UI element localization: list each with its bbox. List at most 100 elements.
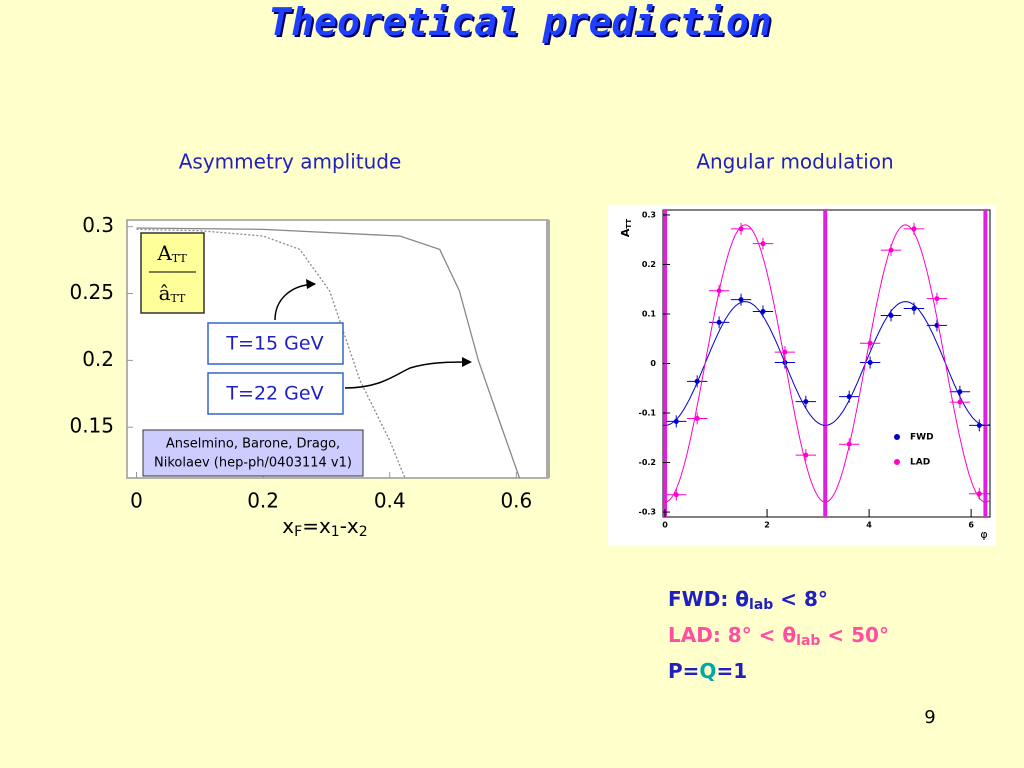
annotation-box [207, 372, 344, 415]
point [716, 319, 722, 325]
note-part: < 50° [820, 623, 889, 647]
angular-chart: 0.3 0.2 0.1 0 -0.1 -0.2 -0.3 0 2 4 6 ATT φ FWD LAD [608, 205, 996, 546]
y-tick-label: 0.1 [642, 309, 657, 318]
panel [608, 205, 996, 546]
y-tick-label: -0.1 [639, 409, 657, 418]
y-axis-label: ATT [619, 219, 633, 237]
y-tick-label: 0.2 [642, 260, 656, 269]
note: LAD: 8° < θlab < 50° [668, 623, 889, 650]
title-shadow: Theoretical prediction [270, 2, 773, 46]
point [957, 399, 963, 405]
arrow-head [462, 357, 472, 367]
note-part: θ [735, 587, 749, 611]
x-tick-label: 0 [662, 521, 668, 530]
x-axis-label: xF=x1-x2 [282, 514, 367, 541]
y-tick-label: 0.3 [642, 210, 656, 219]
x-tick-label: 2 [764, 521, 770, 530]
point [867, 340, 873, 346]
formula-denominator-part: TT [171, 292, 187, 305]
title: Theoretical prediction [268, 0, 771, 44]
point [694, 378, 700, 384]
point [673, 492, 679, 498]
y-tick-label: 0.3 [82, 213, 114, 237]
annotation: T=22 GeV [225, 383, 323, 405]
note-part: P= [668, 659, 699, 683]
curve [136, 227, 521, 479]
reference-box [142, 429, 364, 477]
y-axis-label-part: A [619, 228, 632, 237]
x-axis-label-part: =x [302, 514, 331, 538]
fit-curve [662, 301, 991, 426]
x-axis-label-part: -x [340, 514, 359, 538]
legend-label: FWD [910, 433, 934, 443]
fit-curve [662, 224, 991, 503]
note-part: θ [782, 623, 796, 647]
point [867, 360, 873, 366]
note: FWD: θlab < 8° [668, 587, 828, 614]
x-axis-label-part: 1 [331, 524, 340, 540]
x-axis-label-part: F [294, 524, 302, 540]
point [803, 452, 809, 458]
arrow-head [306, 279, 316, 289]
formula-numerator-part: A [156, 241, 172, 265]
reference-line: Nikolaev (hep-ph/0403114 v1) [154, 456, 352, 471]
formula-denominator: âTT [159, 281, 186, 306]
point [976, 422, 982, 428]
x-tick-label: 6 [968, 521, 974, 530]
y-tick-label: 0.15 [69, 414, 114, 438]
point [760, 241, 766, 247]
point [673, 418, 679, 424]
x-tick-label: 0.6 [500, 489, 532, 513]
reference-line: Anselmino, Barone, Drago, [166, 437, 340, 452]
y-tick-label: -0.2 [639, 458, 657, 467]
x-axis-label-part: 2 [359, 524, 368, 540]
x-axis-label-part: x [282, 514, 294, 538]
point [694, 415, 700, 421]
notes: FWD: θlab < 8°LAD: 8° < θlab < 50°P=Q=1 [668, 587, 889, 683]
point [911, 306, 917, 312]
point [888, 247, 894, 253]
note-part: < 8° [773, 587, 828, 611]
x-tick-label: 0.2 [247, 489, 279, 513]
chart-title: Angular modulation [696, 150, 893, 174]
point [957, 389, 963, 395]
note-part: lab [749, 597, 773, 613]
x-axis-label: φ [980, 528, 987, 541]
note: P=Q=1 [668, 659, 747, 683]
y-tick-label: -0.3 [639, 508, 657, 517]
point [934, 296, 940, 302]
curve [136, 228, 406, 479]
page-number: 9 [924, 707, 935, 728]
point [738, 226, 744, 232]
note-part: lab [796, 633, 820, 649]
annotation-box [207, 322, 344, 365]
point [911, 226, 917, 232]
chart-title: Asymmetry amplitude [179, 150, 402, 174]
formula-numerator-part: TT [172, 252, 188, 265]
asymmetry-chart: 0.3 0.25 0.2 0.15 0 0.2 0.4 0.6 T=15 GeV T=22 GeV… [69, 213, 550, 541]
point [803, 399, 809, 405]
note-part: =1 [716, 659, 747, 683]
note-part: FWD: [668, 587, 735, 611]
point [782, 349, 788, 355]
note-part: LAD: 8° < [668, 623, 782, 647]
point [738, 297, 744, 303]
x-tick-label: 4 [866, 521, 872, 530]
y-tick-label: 0.25 [69, 280, 114, 304]
point [846, 441, 852, 447]
legend-marker [894, 459, 900, 465]
formula-denominator-part: â [159, 281, 171, 305]
formula-box [140, 232, 205, 314]
annotation: T=15 GeV [225, 333, 323, 355]
note-part: Q [699, 659, 716, 683]
point [716, 288, 722, 294]
x-tick-label: 0 [130, 489, 143, 513]
legend-label: LAD [910, 458, 930, 468]
point [846, 394, 852, 400]
x-tick-label: 0.4 [374, 489, 406, 513]
point [760, 309, 766, 315]
legend-marker [894, 434, 900, 440]
arrow [344, 361, 471, 389]
formula-numerator: ATT [156, 241, 187, 266]
